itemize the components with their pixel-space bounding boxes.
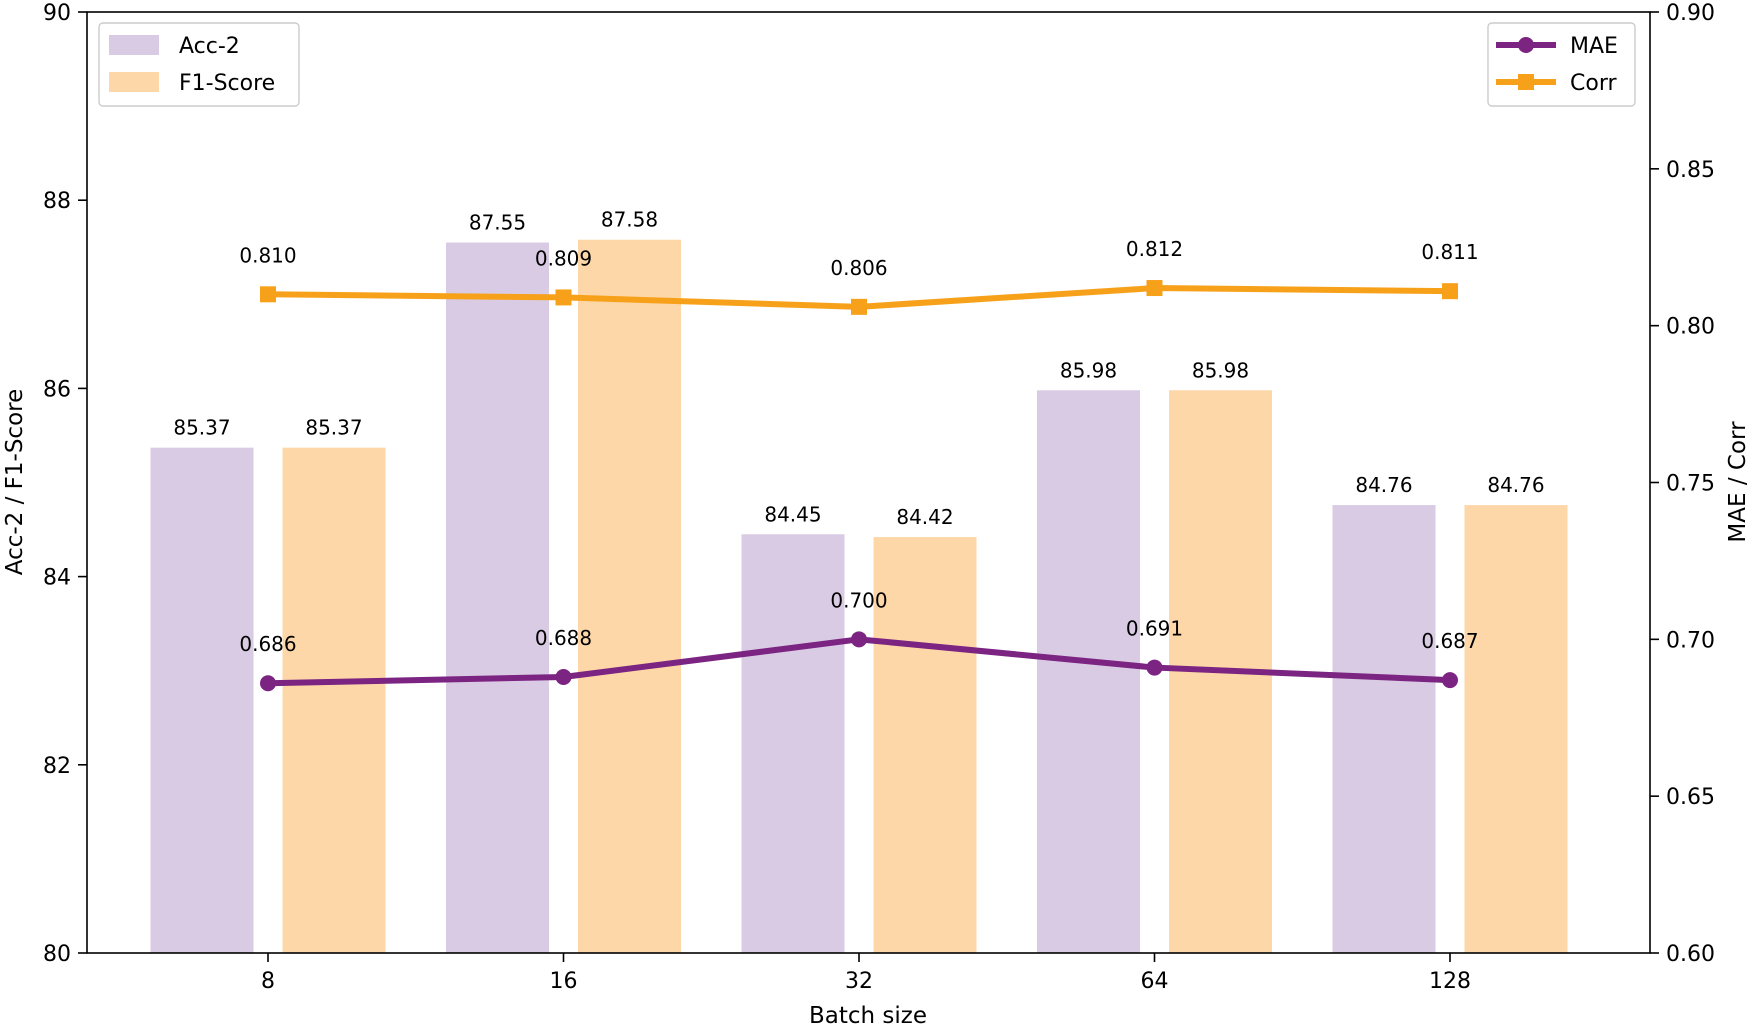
x-tick-label-128: 128 <box>1429 969 1471 994</box>
legend-bars: Acc-2 F1-Score <box>98 22 300 107</box>
lines-layer <box>260 280 1458 692</box>
legend-marker-mae <box>1518 37 1534 53</box>
legend-swatch-acc2 <box>109 35 159 55</box>
bar-label-acc-2-32: 84.45 <box>764 502 821 526</box>
point-label-corr-128: 0.811 <box>1421 240 1478 264</box>
bar-acc-2-8 <box>150 447 254 953</box>
y-tick-label-left-82: 82 <box>43 754 71 779</box>
bar-label-f1-score-64: 85.98 <box>1192 358 1249 382</box>
point-label-corr-8: 0.810 <box>239 243 296 267</box>
bar-f1-score-16 <box>578 239 681 954</box>
y-axis-title-left: Acc-2 / F1-Score <box>2 389 28 576</box>
bar-f1-score-8 <box>282 447 386 953</box>
bar-label-f1-score-32: 84.42 <box>896 505 953 529</box>
point-mae-8 <box>260 675 276 692</box>
x-tick-label-64: 64 <box>1141 969 1169 994</box>
point-mae-128 <box>1442 672 1458 689</box>
y-tick-label-right-0.85: 0.85 <box>1666 158 1715 183</box>
point-label-mae-128: 0.687 <box>1421 629 1478 653</box>
data-labels-layer: 85.37 87.55 84.45 85.98 84.76 85.37 87.58 84.42… <box>173 208 1544 657</box>
point-mae-16 <box>555 668 572 685</box>
y-tick-label-left-90: 90 <box>43 1 71 26</box>
point-mae-32 <box>851 631 867 648</box>
bar-acc-2-32 <box>741 534 845 953</box>
point-label-mae-64: 0.691 <box>1126 617 1183 641</box>
point-corr-32 <box>851 298 867 315</box>
bar-f1-score-32 <box>873 537 977 953</box>
point-label-mae-32: 0.700 <box>830 588 887 612</box>
bar-acc-2-128 <box>1332 505 1436 953</box>
point-corr-8 <box>260 286 276 303</box>
legend-label-f1: F1-Score <box>179 71 275 96</box>
bar-label-acc-2-128: 84.76 <box>1355 473 1412 497</box>
point-label-mae-16: 0.688 <box>535 626 592 650</box>
y-tick-label-right-0.65: 0.65 <box>1666 785 1715 810</box>
bar-label-f1-score-16: 87.58 <box>601 208 658 232</box>
point-label-corr-64: 0.812 <box>1126 237 1183 261</box>
legend-marker-corr <box>1518 74 1534 90</box>
bar-label-acc-2-8: 85.37 <box>173 416 230 440</box>
point-corr-64 <box>1146 280 1163 297</box>
x-axis-title: Batch size <box>809 1003 927 1029</box>
point-label-corr-16: 0.809 <box>535 246 592 270</box>
y-tick-label-right-0.80: 0.80 <box>1666 315 1715 340</box>
y-tick-label-left-84: 84 <box>43 566 71 591</box>
x-tick-label-16: 16 <box>550 969 578 994</box>
point-corr-128 <box>1442 283 1458 300</box>
point-corr-16 <box>555 289 572 306</box>
y-tick-label-left-88: 88 <box>43 189 71 214</box>
bar-f1-score-128 <box>1464 505 1568 953</box>
bar-label-acc-2-16: 87.55 <box>469 211 526 235</box>
axes-layer: 80 82 84 86 88 90 0.60 0.65 0.70 0.75 0.80 0.85 0.90… <box>43 1 1715 994</box>
y-tick-label-right-0.60: 0.60 <box>1666 942 1715 967</box>
legend-swatch-f1 <box>109 72 159 92</box>
y-tick-label-left-86: 86 <box>43 377 71 402</box>
bar-acc-2-16 <box>446 242 549 954</box>
bar-label-acc-2-64: 85.98 <box>1060 358 1117 382</box>
point-mae-64 <box>1146 659 1163 676</box>
y-tick-label-right-0.70: 0.70 <box>1666 628 1715 653</box>
bar-acc-2-64 <box>1037 390 1140 954</box>
y-axis-title-right: MAE / Corr <box>1725 421 1751 543</box>
x-tick-label-32: 32 <box>845 969 873 994</box>
bar-label-f1-score-8: 85.37 <box>305 416 362 440</box>
x-tick-label-8: 8 <box>261 969 275 994</box>
point-label-mae-8: 0.686 <box>239 632 296 656</box>
legend-label-mae: MAE <box>1570 34 1618 59</box>
y-tick-label-right-0.75: 0.75 <box>1666 472 1715 497</box>
legend-label-corr: Corr <box>1570 71 1617 96</box>
legend-label-acc2: Acc-2 <box>179 34 240 59</box>
bar-label-f1-score-128: 84.76 <box>1487 473 1544 497</box>
point-label-corr-32: 0.806 <box>830 256 887 280</box>
y-tick-label-right-0.90: 0.90 <box>1666 1 1715 26</box>
y-tick-label-left-80: 80 <box>43 942 71 967</box>
legend-lines: MAE Corr <box>1487 22 1636 107</box>
